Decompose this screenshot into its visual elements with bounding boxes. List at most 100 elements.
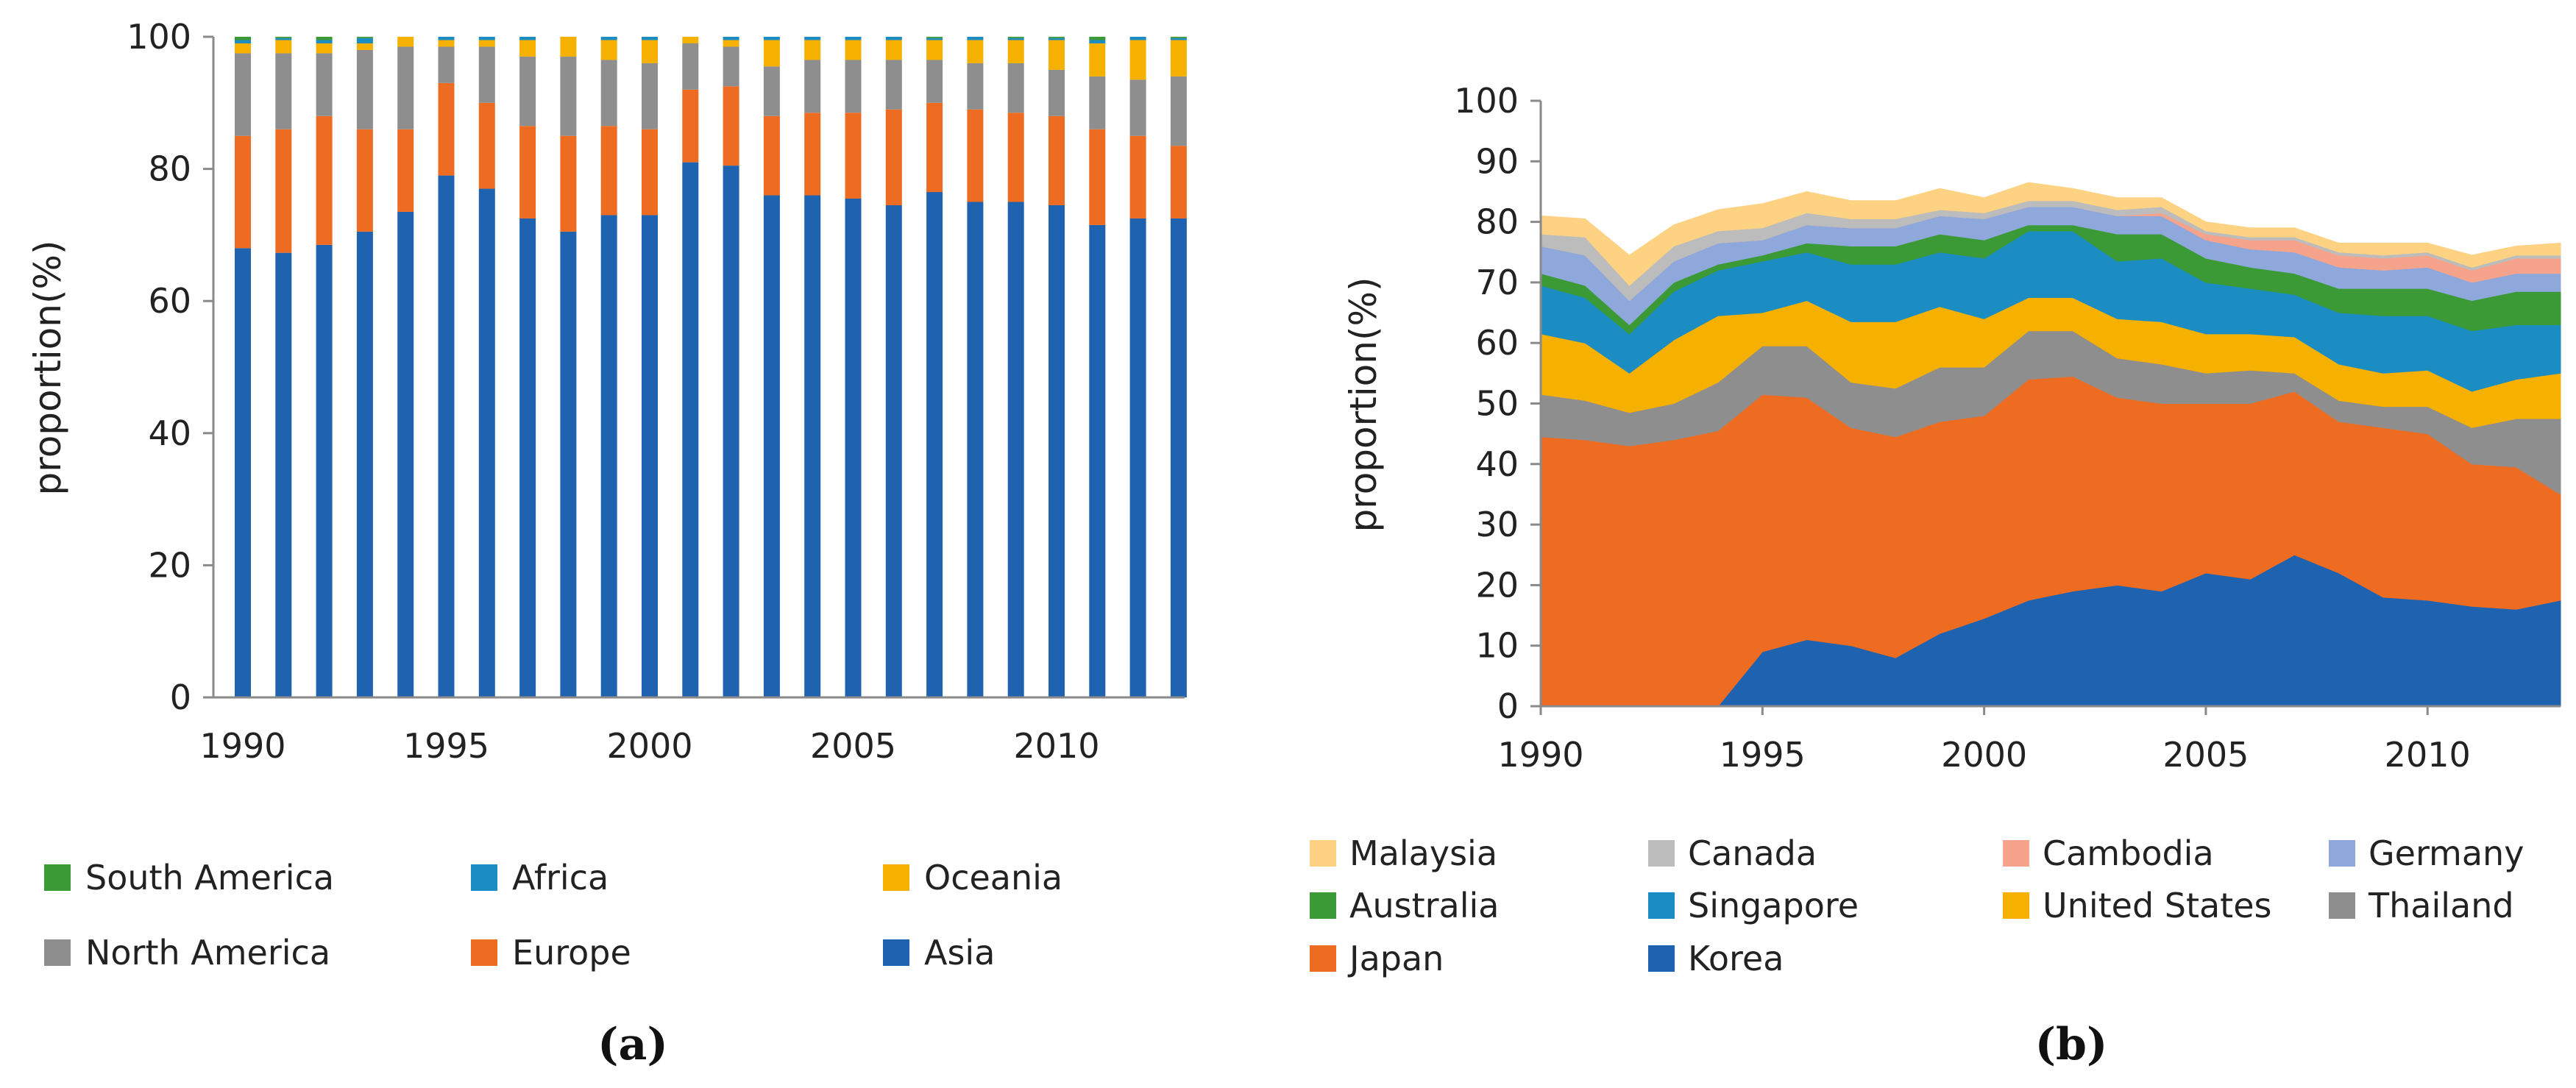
bar-oceania-2007 bbox=[926, 40, 943, 60]
chart-b-ytick-label: 10 bbox=[1475, 626, 1519, 666]
bar-north-america-1996 bbox=[478, 46, 495, 103]
chart-b-ytick-label: 50 bbox=[1475, 384, 1519, 424]
legend-label-korea: Korea bbox=[1688, 939, 1784, 978]
bar-europe-2002 bbox=[723, 86, 739, 166]
bar-europe-2001 bbox=[682, 89, 699, 163]
bar-asia-1992 bbox=[316, 244, 333, 697]
chart-b-xtick-label: 2005 bbox=[2162, 735, 2249, 775]
bar-north-america-1999 bbox=[600, 60, 617, 127]
chart-b-ytick-label: 90 bbox=[1475, 141, 1519, 181]
chart-b-yticks: 0 10 20 30 40 50 60 70 80 90 100 bbox=[1454, 81, 1541, 726]
legend-swatch-singapore bbox=[1648, 892, 1675, 919]
legend-label-canada: Canada bbox=[1688, 833, 1817, 873]
bar-asia-1998 bbox=[560, 231, 577, 697]
legend-label-malaysia: Malaysia bbox=[1349, 833, 1497, 873]
bar-asia-2007 bbox=[926, 192, 943, 697]
chart-b-ytick-label: 40 bbox=[1475, 444, 1519, 484]
bar-oceania-2001 bbox=[682, 37, 699, 43]
chart-b-xtick-label: 2010 bbox=[2385, 735, 2471, 775]
chart-a-xtick-label: 1990 bbox=[199, 726, 285, 766]
bar-oceania-2003 bbox=[763, 40, 780, 67]
bar-europe-2010 bbox=[1049, 115, 1065, 205]
bar-north-america-1994 bbox=[397, 46, 414, 129]
bar-oceania-1994 bbox=[397, 37, 414, 47]
legend-label-asia: Asia bbox=[924, 933, 995, 973]
bar-oceania-1993 bbox=[356, 43, 373, 50]
bar-north-america-2013 bbox=[1170, 76, 1187, 146]
chart-b-ytick-label: 80 bbox=[1475, 202, 1519, 242]
bar-north-america-2000 bbox=[642, 63, 658, 129]
bar-south-america-2013 bbox=[1170, 37, 1187, 38]
bar-north-america-2009 bbox=[1007, 63, 1024, 113]
bar-europe-2005 bbox=[845, 113, 862, 199]
chart-b-xtick-label: 1990 bbox=[1497, 735, 1583, 775]
legend-swatch-united-states bbox=[2003, 892, 2029, 919]
bar-europe-1994 bbox=[397, 129, 414, 212]
bar-africa-2005 bbox=[845, 37, 862, 40]
bar-asia-2005 bbox=[845, 199, 862, 697]
bar-oceania-2006 bbox=[885, 40, 902, 60]
chart-b-ytick-label: 100 bbox=[1454, 81, 1519, 121]
legend-swatch-north-america bbox=[44, 939, 71, 966]
bar-asia-2004 bbox=[804, 195, 821, 697]
bar-europe-2003 bbox=[763, 115, 780, 196]
chart-a-ytick-label: 60 bbox=[148, 281, 191, 321]
bar-africa-2006 bbox=[885, 37, 902, 40]
bar-oceania-2009 bbox=[1007, 40, 1024, 63]
bar-asia-2000 bbox=[642, 215, 658, 698]
bar-africa-1997 bbox=[519, 37, 536, 40]
legend-label-germany: Germany bbox=[2369, 833, 2524, 873]
bar-oceania-2002 bbox=[723, 40, 739, 47]
chart-b-ytick-label: 30 bbox=[1475, 505, 1519, 544]
bar-oceania-1999 bbox=[600, 40, 617, 60]
bar-south-america-1992 bbox=[316, 37, 333, 40]
bar-africa-2009 bbox=[1007, 38, 1024, 40]
bar-africa-1999 bbox=[600, 37, 617, 40]
bar-asia-1997 bbox=[519, 218, 536, 697]
bar-north-america-1993 bbox=[356, 49, 373, 129]
bar-north-america-2010 bbox=[1049, 69, 1065, 116]
legend-swatch-south-america bbox=[44, 864, 71, 891]
legend-swatch-europe bbox=[471, 939, 497, 966]
legend-swatch-africa bbox=[471, 864, 497, 891]
chart-a-ylabel: proportion(%) bbox=[26, 241, 69, 496]
bar-north-america-2008 bbox=[967, 63, 984, 110]
chart-a-legend: South America Africa Oceania North America E… bbox=[44, 858, 1062, 973]
chart-a-yticks: 0 20 40 60 80 100 bbox=[127, 17, 213, 717]
chart-a-xtick-label: 2000 bbox=[606, 726, 692, 766]
bar-north-america-1995 bbox=[438, 46, 455, 83]
legend-label-japan: Japan bbox=[1347, 939, 1444, 978]
chart-b-xtick-label: 1995 bbox=[1720, 735, 1806, 775]
chart-a-ytick-label: 80 bbox=[148, 149, 191, 189]
bar-oceania-2013 bbox=[1170, 40, 1187, 77]
bar-africa-1990 bbox=[235, 40, 251, 43]
bar-north-america-1998 bbox=[560, 56, 577, 136]
bar-north-america-2004 bbox=[804, 60, 821, 113]
legend-label-north-america: North America bbox=[85, 933, 330, 973]
chart-b-ytick-label: 70 bbox=[1475, 263, 1519, 302]
bar-europe-2009 bbox=[1007, 113, 1024, 202]
bar-asia-2012 bbox=[1129, 218, 1146, 697]
bar-south-america-1990 bbox=[235, 37, 251, 40]
bar-south-america-2011 bbox=[1089, 37, 1106, 40]
legend-label-europe: Europe bbox=[512, 933, 631, 973]
bar-north-america-2003 bbox=[763, 66, 780, 116]
bar-africa-2013 bbox=[1170, 38, 1187, 40]
bar-europe-1996 bbox=[478, 102, 495, 189]
legend-label-thailand: Thailand bbox=[2368, 886, 2514, 925]
bar-europe-1995 bbox=[438, 82, 455, 176]
bar-africa-2003 bbox=[763, 37, 780, 40]
bar-asia-1993 bbox=[356, 231, 373, 697]
legend-label-south-america: South America bbox=[85, 858, 334, 897]
area-malaysia bbox=[1540, 182, 2561, 286]
chart-a-xtick-label: 2010 bbox=[1013, 726, 1099, 766]
bar-europe-2013 bbox=[1170, 146, 1187, 218]
bar-oceania-1998 bbox=[560, 37, 577, 57]
chart-a: proportion(%) 0 20 40 60 80 100 1990 1995 2000 2… bbox=[26, 17, 1187, 1070]
bar-oceania-2004 bbox=[804, 40, 821, 60]
bar-africa-2007 bbox=[926, 38, 943, 40]
bar-africa-1996 bbox=[478, 37, 495, 40]
bar-asia-2002 bbox=[723, 166, 739, 698]
bar-asia-1990 bbox=[235, 248, 251, 697]
